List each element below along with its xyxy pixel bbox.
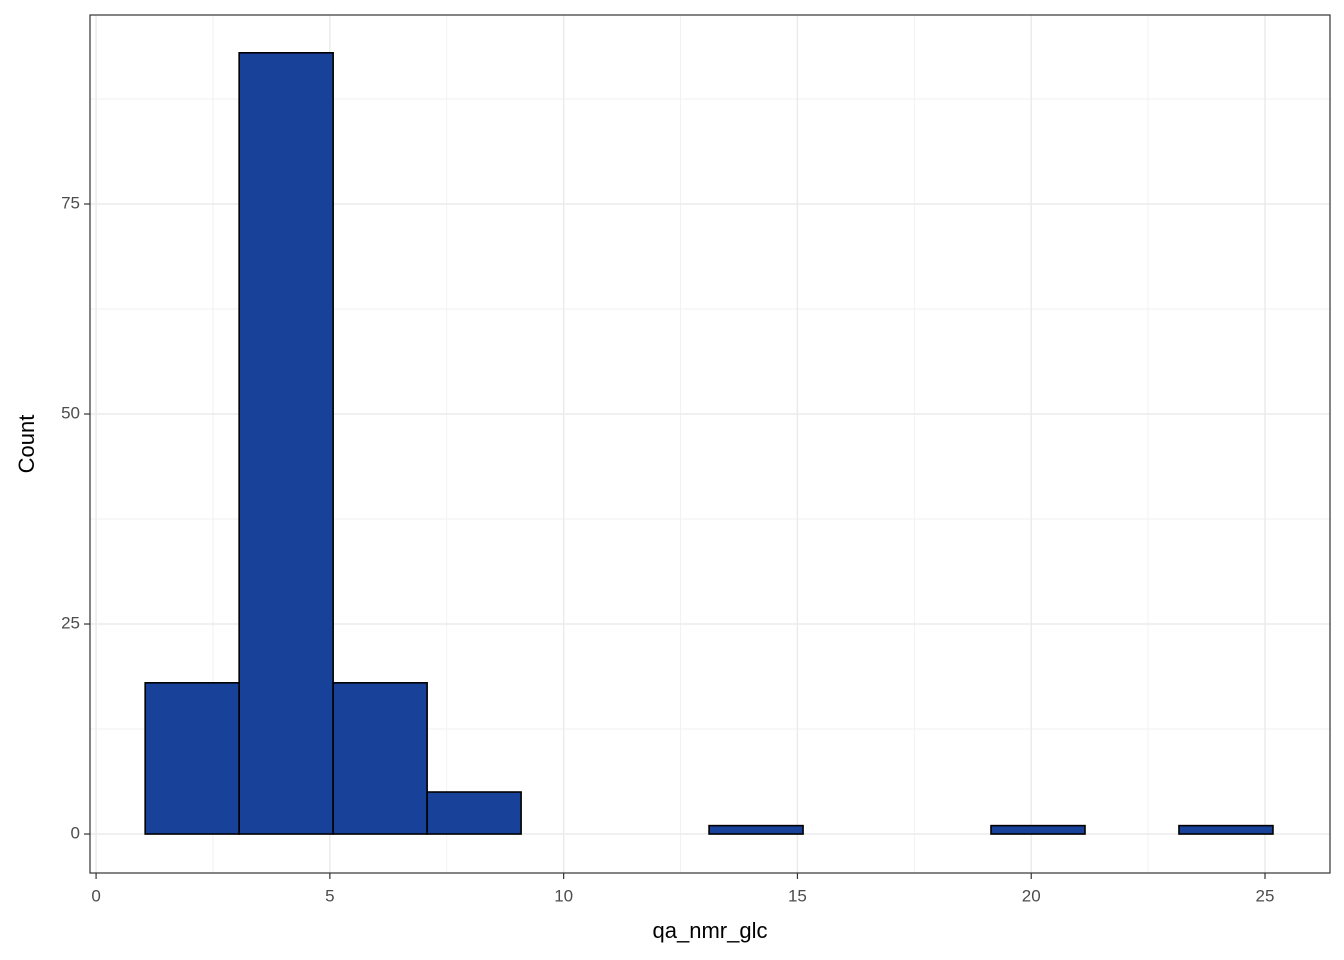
x-axis-title: qa_nmr_glc (653, 918, 768, 943)
y-tick-label: 25 (61, 614, 80, 633)
bar (990, 824, 1086, 835)
bar (708, 824, 804, 835)
x-tick-label: 20 (1022, 886, 1041, 905)
x-tick-label: 0 (91, 886, 100, 905)
y-tick-label: 75 (61, 193, 80, 212)
bar (144, 682, 240, 835)
y-tick-label: 0 (71, 824, 80, 843)
y-axis-title: Count (14, 415, 39, 474)
x-tick-label: 10 (554, 886, 573, 905)
x-tick-label: 5 (325, 886, 334, 905)
x-tick-label: 25 (1256, 886, 1275, 905)
x-tick-label: 15 (788, 886, 807, 905)
bar (332, 682, 428, 835)
panel-border (89, 14, 1331, 874)
bar (238, 52, 334, 835)
bar (1178, 824, 1274, 835)
bar (426, 791, 522, 835)
y-tick-label: 50 (61, 403, 80, 422)
